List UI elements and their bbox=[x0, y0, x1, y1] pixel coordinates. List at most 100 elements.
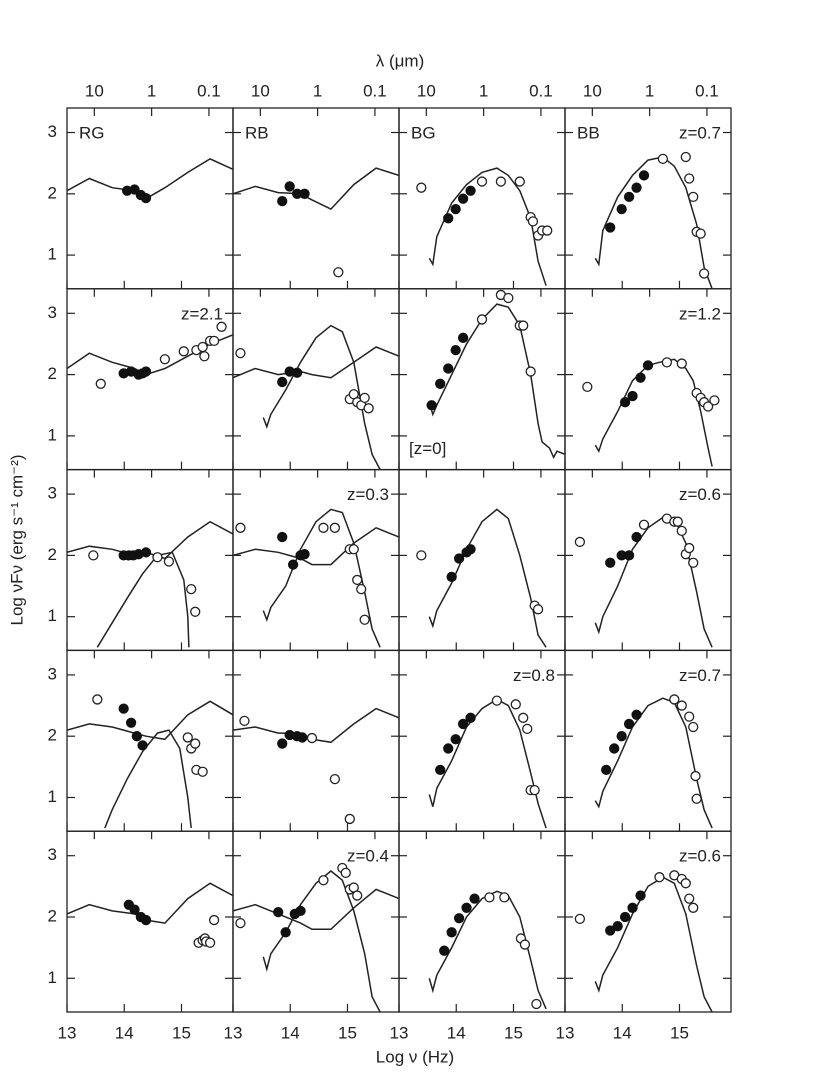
open-point bbox=[684, 542, 695, 554]
filled-point bbox=[277, 376, 288, 388]
open-point bbox=[495, 176, 507, 187]
open-point bbox=[239, 715, 250, 727]
open-point bbox=[235, 917, 246, 929]
x2-axis-label: λ (μm) bbox=[376, 51, 425, 70]
filled-point bbox=[616, 203, 627, 215]
panel: z=0.3 bbox=[232, 468, 400, 652]
x-tick-label: 14 bbox=[281, 1023, 300, 1042]
panel-label: BG bbox=[411, 123, 436, 142]
y-tick-label: 1 bbox=[48, 606, 57, 625]
sed-curve bbox=[67, 158, 233, 200]
open-point bbox=[356, 583, 367, 595]
filled-point bbox=[605, 222, 616, 233]
filled-point bbox=[131, 731, 142, 742]
open-point bbox=[525, 366, 536, 377]
open-point bbox=[531, 998, 542, 1010]
filled-point bbox=[627, 902, 638, 913]
filled-point bbox=[426, 400, 437, 411]
filled-point bbox=[465, 712, 476, 723]
filled-point bbox=[457, 718, 469, 730]
y-tick-label: 1 bbox=[48, 425, 57, 444]
panel: 13 14 15 z=0.6 bbox=[556, 830, 732, 1042]
filled-point bbox=[631, 531, 642, 543]
open-point bbox=[329, 522, 341, 533]
panel-label: RG bbox=[79, 123, 105, 142]
sed-curve bbox=[428, 167, 547, 286]
open-point bbox=[669, 694, 680, 705]
open-point bbox=[204, 937, 216, 948]
filled-point bbox=[443, 213, 454, 224]
open-point bbox=[503, 292, 514, 304]
filled-point bbox=[619, 397, 631, 408]
panel: 13 14 15 z=0.4 bbox=[224, 830, 400, 1042]
open-point bbox=[702, 401, 714, 412]
filled-point bbox=[129, 184, 140, 195]
open-point bbox=[688, 557, 699, 568]
filled-point bbox=[465, 185, 476, 196]
sed-curve bbox=[262, 870, 381, 1013]
open-point bbox=[519, 939, 531, 950]
filled-point bbox=[465, 544, 476, 555]
filled-point bbox=[140, 192, 152, 204]
sed-curve bbox=[594, 516, 713, 648]
sed-curve bbox=[594, 358, 713, 467]
redshift-label: z=1.2 bbox=[679, 304, 721, 323]
filled-point bbox=[642, 360, 654, 371]
sed-curve bbox=[428, 698, 547, 829]
y-tick-label: 1 bbox=[48, 787, 57, 806]
y-tick-label: 3 bbox=[48, 664, 57, 683]
filled-point bbox=[297, 732, 308, 743]
x-tick-label: 15 bbox=[670, 1023, 689, 1042]
y-tick-label: 3 bbox=[48, 122, 57, 141]
filled-point bbox=[453, 913, 465, 924]
filled-point bbox=[619, 911, 631, 923]
filled-point bbox=[295, 905, 306, 917]
filled-point bbox=[635, 890, 646, 901]
open-point bbox=[306, 732, 318, 744]
sed-curve bbox=[233, 167, 399, 211]
open-point bbox=[190, 738, 201, 749]
redshift-label: z=0.4 bbox=[347, 847, 389, 866]
filled-point bbox=[287, 559, 299, 570]
x2-tick-label: 0.1 bbox=[363, 81, 387, 100]
filled-point bbox=[457, 332, 469, 343]
open-point bbox=[518, 712, 529, 723]
sed-curve bbox=[262, 324, 381, 470]
sed-curve bbox=[262, 508, 381, 648]
open-point bbox=[510, 699, 521, 710]
open-point bbox=[208, 914, 220, 926]
panel-frame bbox=[66, 649, 234, 832]
open-point bbox=[178, 346, 189, 357]
open-point bbox=[352, 890, 363, 901]
open-point bbox=[499, 892, 510, 903]
panel-frame bbox=[398, 830, 566, 1013]
open-point bbox=[352, 574, 363, 586]
x-tick-label: 14 bbox=[447, 1023, 466, 1042]
open-point bbox=[574, 536, 586, 548]
plot-area bbox=[594, 358, 713, 467]
plot-area bbox=[67, 158, 233, 200]
filled-point bbox=[280, 927, 291, 938]
panel: 1 2 3 bbox=[48, 468, 234, 652]
open-point bbox=[182, 732, 193, 743]
open-point bbox=[661, 357, 673, 368]
filled-point bbox=[616, 731, 627, 742]
open-point bbox=[532, 604, 544, 615]
x2-tick-label: 0.1 bbox=[695, 81, 719, 100]
filled-point bbox=[609, 743, 620, 754]
plot-area bbox=[67, 700, 233, 829]
x2-tick-label: 1 bbox=[645, 81, 654, 100]
filled-point bbox=[631, 709, 642, 720]
plot-area bbox=[67, 520, 233, 648]
panel: z=0.6 bbox=[564, 468, 732, 652]
open-point bbox=[95, 378, 106, 389]
panel: [z=0] bbox=[398, 288, 566, 471]
open-point bbox=[235, 522, 246, 533]
open-point bbox=[186, 583, 197, 595]
panel-label: RB bbox=[245, 123, 269, 142]
x2-tick-label: 0.1 bbox=[529, 81, 553, 100]
plot-area bbox=[594, 876, 713, 1013]
open-point bbox=[329, 773, 341, 785]
panel: 13 14 15 bbox=[390, 830, 566, 1042]
plot-area bbox=[233, 167, 399, 211]
